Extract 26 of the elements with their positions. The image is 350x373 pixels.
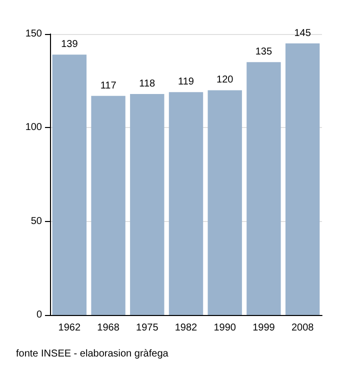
bar — [246, 62, 281, 315]
x-tick-label: 1962 — [58, 322, 81, 334]
bar — [208, 90, 242, 315]
bar — [52, 54, 87, 315]
bar — [285, 43, 320, 315]
bar — [91, 96, 126, 315]
data-label: 135 — [255, 46, 272, 58]
data-label: 117 — [100, 80, 117, 92]
y-tick-label: 100 — [25, 122, 42, 134]
y-tick-label: 50 — [30, 216, 42, 227]
x-tick-label: 1990 — [214, 322, 236, 334]
x-tick-label: 1999 — [252, 322, 276, 334]
x-tick-label: 1968 — [97, 322, 120, 334]
source-note: fonte INSEE - elaborasion gràfega — [16, 348, 169, 360]
data-label: 120 — [216, 74, 234, 86]
x-tick-label: 2008 — [291, 322, 314, 334]
y-tick-label: 150 — [25, 28, 42, 40]
data-label: 119 — [178, 76, 194, 88]
x-tick-label: 1982 — [174, 322, 198, 334]
y-tick-label: 0 — [36, 310, 42, 320]
data-label: 139 — [61, 39, 78, 50]
data-label: 118 — [139, 78, 156, 90]
data-label: 145 — [294, 28, 312, 39]
bar — [130, 94, 164, 315]
x-tick-label: 1975 — [136, 322, 159, 334]
bar — [168, 92, 204, 315]
